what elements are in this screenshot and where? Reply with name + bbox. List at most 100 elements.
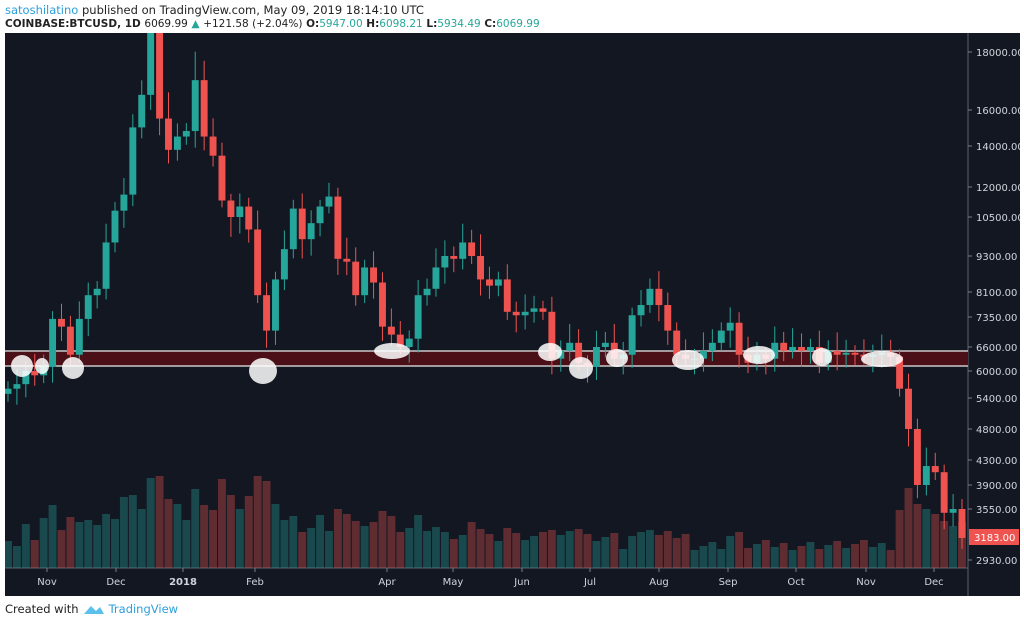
volume-bar (244, 496, 253, 568)
candle-body (93, 288, 101, 296)
candle-body (940, 472, 948, 513)
volume-bar (21, 524, 30, 568)
volume-bar (556, 535, 565, 568)
volume-bar (57, 530, 66, 568)
candle-body (530, 308, 538, 312)
volume-bar (654, 535, 663, 568)
volume-bar (440, 532, 449, 568)
volume-bar (788, 550, 797, 568)
candle-body (958, 509, 966, 538)
support-zone (5, 351, 968, 366)
candle-body (601, 342, 609, 347)
volume-bar (574, 529, 583, 568)
candle-body (842, 352, 850, 355)
candle-body (789, 347, 797, 351)
candle-body (512, 311, 520, 316)
chart-canvas[interactable]: 20000.0018000.0016000.0014000.0012000.00… (5, 33, 1020, 596)
candle-body (58, 318, 65, 327)
volume-bar (877, 543, 886, 568)
volume-bar (752, 544, 761, 568)
candle-body (468, 242, 476, 256)
candle-body (245, 206, 253, 230)
y-tick-label: 5400.00 (976, 394, 1017, 405)
candle-body (494, 279, 502, 286)
author-link[interactable]: satoshilatino (5, 3, 79, 17)
volume-bar (48, 505, 57, 568)
candle-body (236, 206, 244, 217)
volume-bar (797, 546, 806, 568)
close-label: C: (484, 18, 497, 30)
volume-bar (592, 541, 601, 568)
volume-bar (601, 537, 610, 568)
volume-bar (253, 476, 262, 568)
x-tick-label: Jun (513, 577, 530, 588)
candle-body (352, 261, 360, 296)
candle-body (637, 305, 645, 316)
volume-bar (164, 499, 173, 568)
volume-bar (940, 521, 949, 568)
volume-bar (351, 521, 360, 568)
candle-body (200, 80, 208, 137)
candle-body (441, 256, 449, 268)
tradingview-link[interactable]: TradingView (108, 602, 179, 616)
touch-point-circle (861, 351, 903, 367)
candle-body (156, 33, 164, 119)
volume-bar (717, 549, 726, 568)
up-triangle-icon: ▲ (191, 18, 200, 30)
touch-point-circle (374, 343, 410, 359)
candle-body (780, 342, 788, 351)
candle-body (931, 466, 939, 473)
volume-bar (761, 540, 770, 568)
candle-body (833, 350, 841, 355)
x-tick-label: Jul (583, 577, 596, 588)
candle-body (75, 318, 83, 355)
footer: Created with TradingView (5, 602, 178, 616)
candle-body (548, 311, 556, 359)
volume-bar (833, 541, 842, 568)
volume-bar (325, 531, 333, 568)
candle-body (405, 338, 413, 347)
candle-body (905, 388, 912, 429)
volume-bar (663, 531, 672, 568)
y-tick-label: 3900.00 (976, 481, 1017, 492)
candle-body (771, 342, 779, 359)
touch-point-circle (672, 350, 704, 370)
volume-bar (342, 514, 351, 568)
close-value: 6069.99 (496, 18, 540, 30)
volume-bar (628, 536, 637, 568)
volume-bar (726, 536, 735, 568)
candle-body (896, 356, 904, 389)
volume-bar (494, 541, 503, 568)
x-tick-label: Dec (106, 577, 125, 588)
volume-bar (530, 536, 538, 568)
volume-bar (414, 515, 423, 568)
volume-bar (521, 540, 530, 568)
volume-bar (512, 533, 521, 568)
volume-bar (842, 548, 851, 568)
volume-bar (369, 522, 378, 568)
candle-body (539, 308, 547, 312)
volume-bar (30, 540, 39, 568)
y-tick-label: 2930.00 (976, 556, 1017, 567)
touch-point-circle (249, 358, 277, 384)
volume-bar (316, 515, 325, 568)
volume-bar (191, 489, 200, 568)
candle-body (673, 330, 681, 355)
volume-bar (458, 535, 467, 568)
high-value: 6098.21 (379, 18, 423, 30)
volume-bar (476, 529, 485, 568)
volume-bar (84, 520, 93, 568)
low-label: L: (426, 18, 438, 30)
candle-body (521, 311, 529, 316)
candle-body (84, 295, 92, 319)
created-with-text: Created with (5, 602, 79, 616)
volume-bar (806, 542, 815, 568)
price-chart[interactable]: 20000.0018000.0016000.0014000.0012000.00… (5, 33, 1020, 596)
volume-bar (423, 531, 432, 568)
candle-body (459, 242, 467, 259)
volume-bar (137, 509, 146, 568)
volume-bar (565, 531, 574, 568)
volume-series (5, 476, 966, 568)
volume-bar (824, 545, 833, 568)
candle-body (31, 371, 39, 376)
